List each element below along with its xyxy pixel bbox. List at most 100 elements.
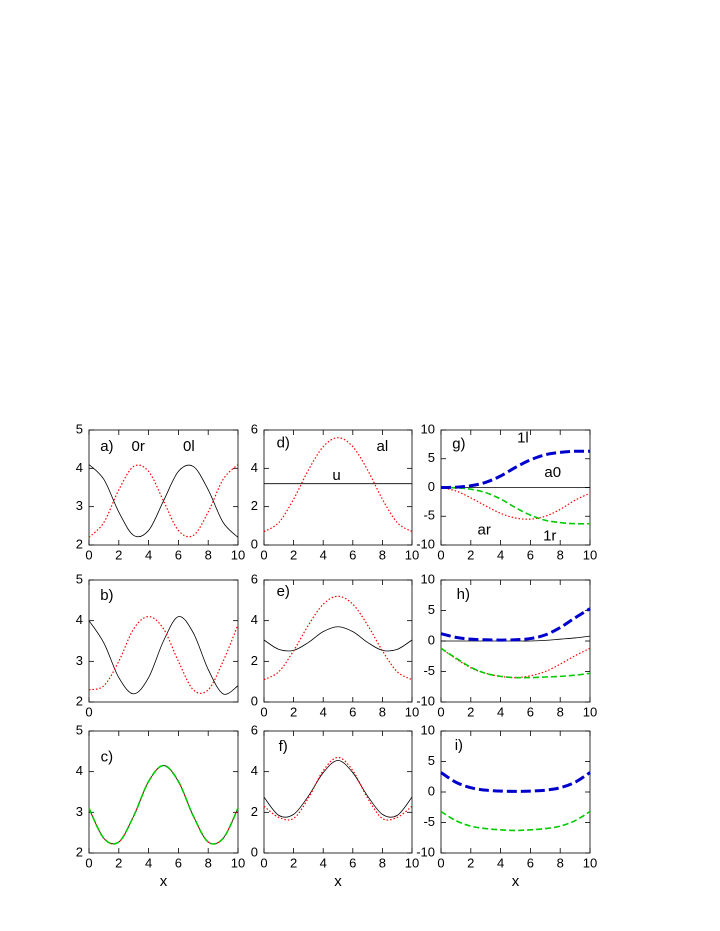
y-tick-label: 5 [428, 602, 435, 617]
x-tick-label: 2 [290, 547, 297, 562]
plot-frame [263, 429, 413, 546]
plot-frame [263, 579, 413, 703]
x-tick-label: 0 [437, 704, 444, 719]
x-tick-label: 0 [85, 855, 92, 870]
y-tick-label: 6 [251, 571, 258, 586]
x-tick-label: 8 [557, 547, 564, 562]
y-tick-label: 2 [251, 653, 258, 668]
x-tick-label: 10 [583, 704, 597, 719]
y-tick-label: 10 [421, 571, 435, 586]
data-line [88, 765, 239, 845]
plot-frame [88, 730, 239, 854]
data-line [440, 449, 591, 489]
y-tick-label: 6 [251, 722, 258, 737]
x-tick-label: 4 [145, 855, 152, 870]
data-line [88, 615, 239, 694]
x-tick-label: 10 [583, 855, 597, 870]
x-tick-label: 4 [497, 704, 504, 719]
x-tick-label: 6 [527, 547, 534, 562]
annotation: c) [101, 748, 114, 765]
plot-frame [88, 429, 239, 546]
x-tick-label: 6 [349, 547, 356, 562]
x-tick-label: 0 [85, 704, 92, 719]
x-tick-label: 10 [405, 855, 419, 870]
annotation: i) [455, 737, 463, 754]
x-tick-label: 4 [145, 547, 152, 562]
y-tick-label: 3 [76, 804, 83, 819]
y-tick-label: -10 [416, 536, 435, 551]
annotation: 1r [543, 527, 556, 544]
annotation: g) [452, 435, 465, 452]
x-tick-label: 2 [115, 547, 122, 562]
x-tick-label: 2 [290, 704, 297, 719]
x-tick-label: 10 [405, 547, 419, 562]
x-tick-label: 8 [205, 855, 212, 870]
data-line [88, 764, 239, 845]
x-tick-label: 0 [260, 547, 267, 562]
x-tick-label: 2 [115, 855, 122, 870]
y-tick-label: 3 [76, 498, 83, 513]
data-line [440, 810, 591, 832]
x-tick-label: 10 [583, 547, 597, 562]
x-tick-label: 6 [175, 547, 182, 562]
x-tick-label: 6 [349, 855, 356, 870]
plot-frame [88, 579, 239, 703]
annotation: h) [457, 586, 470, 603]
annotation: u [332, 467, 340, 484]
y-tick-label: 2 [76, 536, 83, 551]
x-tick-label: 6 [349, 704, 356, 719]
x-tick-label: 4 [497, 855, 504, 870]
data-line [440, 647, 591, 679]
x-tick-label: 8 [557, 855, 564, 870]
annotation: f) [279, 738, 288, 755]
y-tick-label: 10 [421, 722, 435, 737]
annotation: d) [277, 434, 290, 451]
annotation: al [377, 438, 389, 455]
x-tick-label: 8 [379, 547, 386, 562]
x-tick-label: 2 [467, 547, 474, 562]
annotation: ar [478, 522, 491, 539]
x-tick-label: 2 [467, 855, 474, 870]
y-tick-label: -5 [423, 814, 435, 829]
y-tick-label: 0 [251, 693, 258, 708]
annotation: 1l [517, 430, 529, 447]
y-tick-label: 2 [251, 498, 258, 513]
data-line [440, 486, 591, 525]
x-tick-label: 2 [290, 855, 297, 870]
y-tick-label: 2 [251, 804, 258, 819]
y-tick-label: 4 [76, 763, 83, 778]
y-tick-label: 0 [428, 632, 435, 647]
x-tick-label: 10 [231, 855, 245, 870]
y-tick-label: 5 [428, 450, 435, 465]
y-tick-label: -5 [423, 508, 435, 523]
x-tick-label: 0 [437, 547, 444, 562]
data-line [263, 760, 413, 818]
y-tick-label: 4 [76, 460, 83, 475]
x-tick-label: 6 [175, 855, 182, 870]
y-tick-label: 3 [76, 653, 83, 668]
annotation: e) [277, 583, 290, 600]
data-line [263, 437, 413, 533]
data-line [263, 595, 413, 681]
x-tick-label: 4 [320, 704, 327, 719]
y-tick-label: -5 [423, 663, 435, 678]
y-tick-label: 4 [251, 460, 258, 475]
y-tick-label: 0 [428, 783, 435, 798]
data-line [440, 771, 591, 793]
x-tick-label: 0 [260, 704, 267, 719]
data-line [88, 764, 239, 845]
y-tick-label: 5 [76, 722, 83, 737]
x-tick-label: 0 [437, 855, 444, 870]
y-tick-label: 4 [251, 612, 258, 627]
data-line [88, 464, 239, 538]
x-axis-label: x [334, 873, 342, 890]
x-tick-label: 6 [527, 855, 534, 870]
x-tick-label: 10 [231, 547, 245, 562]
y-tick-label: 5 [76, 571, 83, 586]
x-tick-label: 8 [379, 855, 386, 870]
x-tick-label: 8 [557, 704, 564, 719]
data-line [263, 626, 413, 652]
annotation: 0r [131, 438, 144, 455]
annotation: a0 [544, 464, 561, 481]
